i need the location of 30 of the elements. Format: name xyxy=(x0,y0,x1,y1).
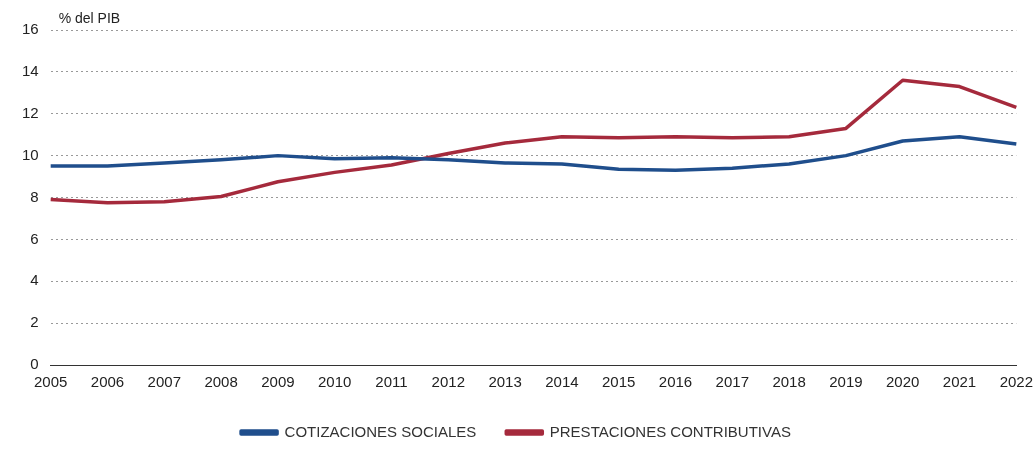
x-tick-label: 2022 xyxy=(999,373,1033,391)
x-tick-label: 2009 xyxy=(261,373,295,391)
x-tick-label: 2008 xyxy=(204,373,238,391)
x-tick-label: 2021 xyxy=(942,373,977,391)
y-tick-label: 12 xyxy=(22,103,39,121)
x-tick-label: 2010 xyxy=(318,373,352,391)
x-tick-label: 2020 xyxy=(886,373,920,391)
y-tick-label: 16 xyxy=(22,20,39,38)
y-tick-label: 8 xyxy=(30,187,39,205)
x-tick-label: 2011 xyxy=(375,373,408,391)
x-tick-label: 2017 xyxy=(715,373,749,391)
y-tick-label: 4 xyxy=(30,271,39,289)
x-tick-label: 2019 xyxy=(829,373,863,391)
x-tick-label: 2016 xyxy=(658,373,693,391)
y-tick-label: 14 xyxy=(22,62,39,80)
x-tick-label: 2015 xyxy=(602,373,636,391)
legend-label: PRESTACIONES CONTRIBUTIVAS xyxy=(549,422,791,440)
x-tick-label: 2013 xyxy=(488,373,522,391)
y-axis-title: % del PIB xyxy=(58,9,121,26)
y-tick-label: 6 xyxy=(30,229,39,247)
x-tick-label: 2006 xyxy=(90,373,125,391)
x-tick-label: 2005 xyxy=(34,373,68,391)
y-tick-label: 0 xyxy=(30,355,39,373)
x-tick-label: 2012 xyxy=(431,373,465,391)
y-tick-label: 10 xyxy=(22,145,39,163)
legend-label: COTIZACIONES SOCIALES xyxy=(284,422,477,440)
y-tick-label: 2 xyxy=(30,313,39,331)
x-tick-label: 2014 xyxy=(545,373,579,391)
x-tick-label: 2007 xyxy=(147,373,181,391)
x-tick-label: 2018 xyxy=(772,373,806,391)
